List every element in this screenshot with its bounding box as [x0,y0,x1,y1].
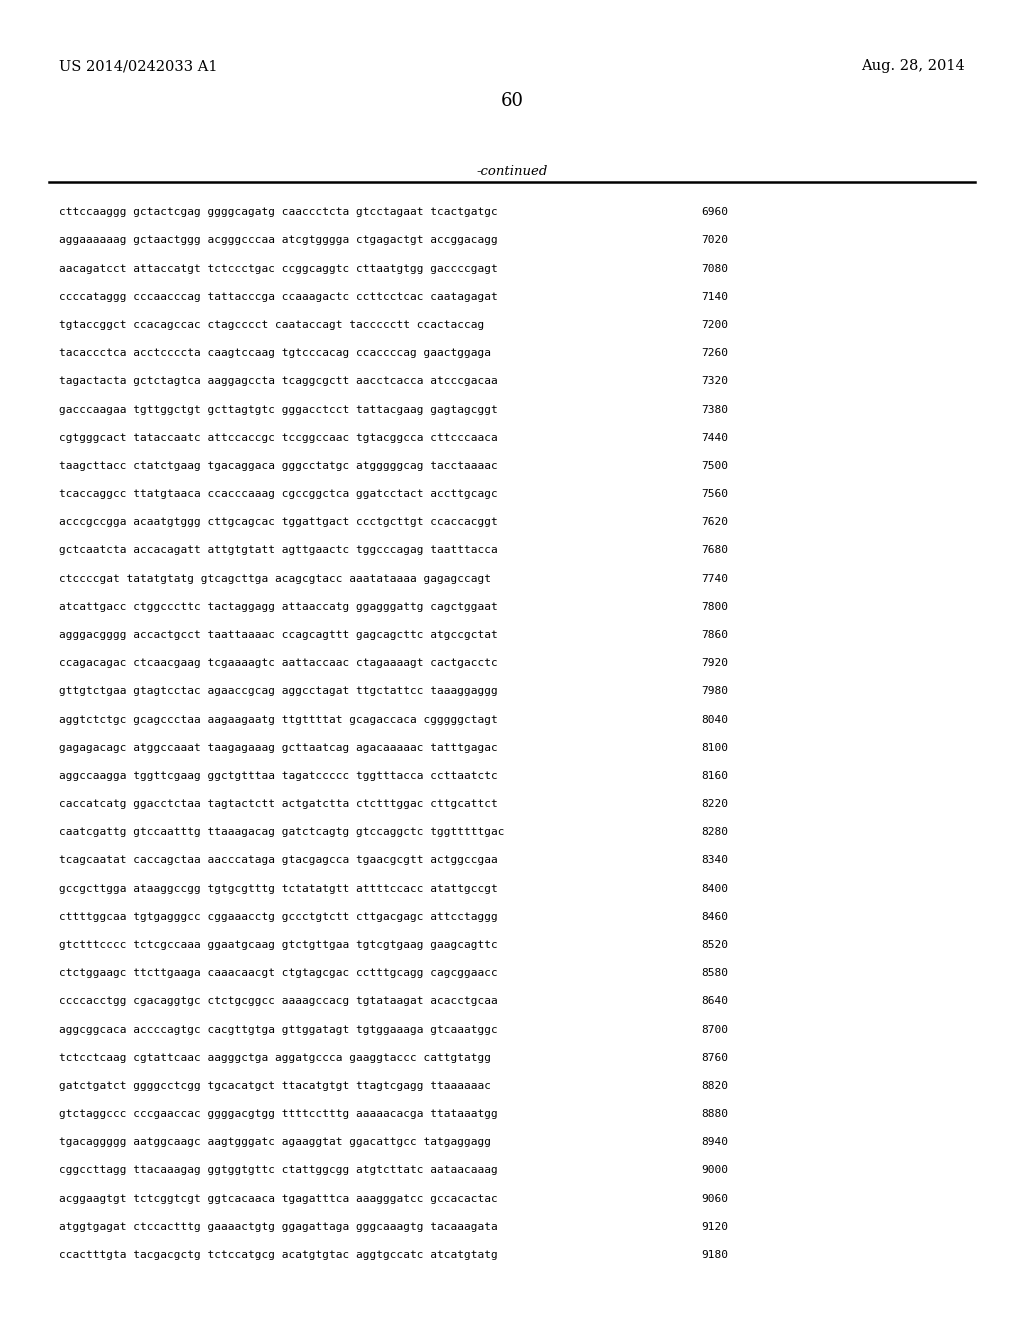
Text: 7140: 7140 [701,292,728,302]
Text: 7680: 7680 [701,545,728,556]
Text: tgacaggggg aatggcaagc aagtgggatc agaaggtat ggacattgcc tatgaggagg: tgacaggggg aatggcaagc aagtgggatc agaaggt… [59,1138,492,1147]
Text: US 2014/0242033 A1: US 2014/0242033 A1 [59,59,218,74]
Text: atcattgacc ctggcccttc tactaggagg attaaccatg ggagggattg cagctggaat: atcattgacc ctggcccttc tactaggagg attaacc… [59,602,498,611]
Text: tctcctcaag cgtattcaac aagggctga aggatgccca gaaggtaccc cattgtatgg: tctcctcaag cgtattcaac aagggctga aggatgcc… [59,1053,492,1063]
Text: cttttggcaa tgtgagggcc cggaaacctg gccctgtctt cttgacgagc attcctaggg: cttttggcaa tgtgagggcc cggaaacctg gccctgt… [59,912,498,921]
Text: 8520: 8520 [701,940,728,950]
Text: cttccaaggg gctactcgag ggggcagatg caaccctcta gtcctagaat tcactgatgc: cttccaaggg gctactcgag ggggcagatg caaccct… [59,207,498,218]
Text: 7740: 7740 [701,574,728,583]
Text: aggcggcaca accccagtgc cacgttgtga gttggatagt tgtggaaaga gtcaaatggc: aggcggcaca accccagtgc cacgttgtga gttggat… [59,1024,498,1035]
Text: 8040: 8040 [701,714,728,725]
Text: 9120: 9120 [701,1222,728,1232]
Text: caccatcatg ggacctctaa tagtactctt actgatctta ctctttggac cttgcattct: caccatcatg ggacctctaa tagtactctt actgatc… [59,799,498,809]
Text: aggccaagga tggttcgaag ggctgtttaa tagatccccc tggtttacca ccttaatctc: aggccaagga tggttcgaag ggctgtttaa tagatcc… [59,771,498,781]
Text: cggccttagg ttacaaagag ggtggtgttc ctattggcgg atgtcttatc aataacaaag: cggccttagg ttacaaagag ggtggtgttc ctattgg… [59,1166,498,1175]
Text: 7980: 7980 [701,686,728,697]
Text: caatcgattg gtccaatttg ttaaagacag gatctcagtg gtccaggctc tggtttttgac: caatcgattg gtccaatttg ttaaagacag gatctca… [59,828,505,837]
Text: 7320: 7320 [701,376,728,387]
Text: 8700: 8700 [701,1024,728,1035]
Text: 8400: 8400 [701,883,728,894]
Text: tacaccctca acctccccta caagtccaag tgtcccacag ccaccccag gaactggaga: tacaccctca acctccccta caagtccaag tgtccca… [59,348,492,358]
Text: 8880: 8880 [701,1109,728,1119]
Text: 8280: 8280 [701,828,728,837]
Text: 6960: 6960 [701,207,728,218]
Text: 7080: 7080 [701,264,728,273]
Text: 7500: 7500 [701,461,728,471]
Text: 7440: 7440 [701,433,728,442]
Text: 7920: 7920 [701,659,728,668]
Text: 9060: 9060 [701,1193,728,1204]
Text: gacccaagaa tgttggctgt gcttagtgtc gggacctcct tattacgaag gagtagcggt: gacccaagaa tgttggctgt gcttagtgtc gggacct… [59,404,498,414]
Text: gtctaggccc cccgaaccac ggggacgtgg ttttcctttg aaaaacacga ttataaatgg: gtctaggccc cccgaaccac ggggacgtgg ttttcct… [59,1109,498,1119]
Text: ctccccgat tatatgtatg gtcagcttga acagcgtacc aaatataaaa gagagccagt: ctccccgat tatatgtatg gtcagcttga acagcgta… [59,574,492,583]
Text: tcagcaatat caccagctaa aacccataga gtacgagcca tgaacgcgtt actggccgaa: tcagcaatat caccagctaa aacccataga gtacgag… [59,855,498,866]
Text: 8640: 8640 [701,997,728,1006]
Text: 8820: 8820 [701,1081,728,1090]
Text: 7200: 7200 [701,319,728,330]
Text: aacagatcct attaccatgt tctccctgac ccggcaggtc cttaatgtgg gaccccgagt: aacagatcct attaccatgt tctccctgac ccggcag… [59,264,498,273]
Text: 8100: 8100 [701,743,728,752]
Text: 7560: 7560 [701,490,728,499]
Text: acccgccgga acaatgtggg cttgcagcac tggattgact ccctgcttgt ccaccacggt: acccgccgga acaatgtggg cttgcagcac tggattg… [59,517,498,527]
Text: tcaccaggcc ttatgtaaca ccacccaaag cgccggctca ggatcctact accttgcagc: tcaccaggcc ttatgtaaca ccacccaaag cgccggc… [59,490,498,499]
Text: 7860: 7860 [701,630,728,640]
Text: taagcttacc ctatctgaag tgacaggaca gggcctatgc atgggggcag tacctaaaac: taagcttacc ctatctgaag tgacaggaca gggccta… [59,461,498,471]
Text: gagagacagc atggccaaat taagagaaag gcttaatcag agacaaaaac tatttgagac: gagagacagc atggccaaat taagagaaag gcttaat… [59,743,498,752]
Text: ccccataggg cccaacccag tattacccga ccaaagactc ccttcctcac caatagagat: ccccataggg cccaacccag tattacccga ccaaaga… [59,292,498,302]
Text: 7800: 7800 [701,602,728,611]
Text: aggtctctgc gcagccctaa aagaagaatg ttgttttat gcagaccaca cgggggctagt: aggtctctgc gcagccctaa aagaagaatg ttgtttt… [59,714,498,725]
Text: 8340: 8340 [701,855,728,866]
Text: 9180: 9180 [701,1250,728,1261]
Text: -continued: -continued [476,165,548,178]
Text: gccgcttgga ataaggccgg tgtgcgtttg tctatatgtt attttccacc atattgccgt: gccgcttgga ataaggccgg tgtgcgtttg tctatat… [59,883,498,894]
Text: 8160: 8160 [701,771,728,781]
Text: gatctgatct ggggcctcgg tgcacatgct ttacatgtgt ttagtcgagg ttaaaaaac: gatctgatct ggggcctcgg tgcacatgct ttacatg… [59,1081,492,1090]
Text: Aug. 28, 2014: Aug. 28, 2014 [861,59,965,74]
Text: gctcaatcta accacagatt attgtgtatt agttgaactc tggcccagag taatttacca: gctcaatcta accacagatt attgtgtatt agttgaa… [59,545,498,556]
Text: gttgtctgaa gtagtcctac agaaccgcag aggcctagat ttgctattcc taaaggaggg: gttgtctgaa gtagtcctac agaaccgcag aggccta… [59,686,498,697]
Text: agggacgggg accactgcct taattaaaac ccagcagttt gagcagcttc atgccgctat: agggacgggg accactgcct taattaaaac ccagcag… [59,630,498,640]
Text: ccagacagac ctcaacgaag tcgaaaagtc aattaccaac ctagaaaagt cactgacctc: ccagacagac ctcaacgaag tcgaaaagtc aattacc… [59,659,498,668]
Text: 7620: 7620 [701,517,728,527]
Text: ctctggaagc ttcttgaaga caaacaacgt ctgtagcgac cctttgcagg cagcggaacc: ctctggaagc ttcttgaaga caaacaacgt ctgtagc… [59,968,498,978]
Text: 8220: 8220 [701,799,728,809]
Text: tgtaccggct ccacagccac ctagcccct caataccagt taccccctt ccactaccag: tgtaccggct ccacagccac ctagcccct caatacca… [59,319,484,330]
Text: 7380: 7380 [701,404,728,414]
Text: atggtgagat ctccactttg gaaaactgtg ggagattaga gggcaaagtg tacaaagata: atggtgagat ctccactttg gaaaactgtg ggagatt… [59,1222,498,1232]
Text: tagactacta gctctagtca aaggagccta tcaggcgctt aacctcacca atcccgacaa: tagactacta gctctagtca aaggagccta tcaggcg… [59,376,498,387]
Text: cgtgggcact tataccaatc attccaccgc tccggccaac tgtacggcca cttcccaaca: cgtgggcact tataccaatc attccaccgc tccggcc… [59,433,498,442]
Text: 8940: 8940 [701,1138,728,1147]
Text: aggaaaaaag gctaactggg acgggcccaa atcgtgggga ctgagactgt accggacagg: aggaaaaaag gctaactggg acgggcccaa atcgtgg… [59,235,498,246]
Text: gtctttcccc tctcgccaaa ggaatgcaag gtctgttgaa tgtcgtgaag gaagcagttc: gtctttcccc tctcgccaaa ggaatgcaag gtctgtt… [59,940,498,950]
Text: 60: 60 [501,92,523,111]
Text: 8760: 8760 [701,1053,728,1063]
Text: acggaagtgt tctcggtcgt ggtcacaaca tgagatttca aaagggatcc gccacactac: acggaagtgt tctcggtcgt ggtcacaaca tgagatt… [59,1193,498,1204]
Text: 7020: 7020 [701,235,728,246]
Text: 8460: 8460 [701,912,728,921]
Text: ccactttgta tacgacgctg tctccatgcg acatgtgtac aggtgccatc atcatgtatg: ccactttgta tacgacgctg tctccatgcg acatgtg… [59,1250,498,1261]
Text: 9000: 9000 [701,1166,728,1175]
Text: ccccacctgg cgacaggtgc ctctgcggcc aaaagccacg tgtataagat acacctgcaa: ccccacctgg cgacaggtgc ctctgcggcc aaaagcc… [59,997,498,1006]
Text: 8580: 8580 [701,968,728,978]
Text: 7260: 7260 [701,348,728,358]
